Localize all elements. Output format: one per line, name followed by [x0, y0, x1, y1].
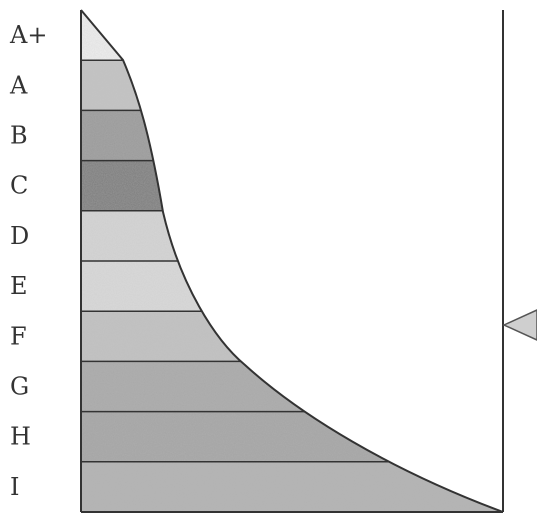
grade-label-i: I	[10, 473, 19, 501]
grade-band-c	[81, 160, 503, 212]
grade-label-g: G	[10, 373, 29, 401]
grade-label-b: B	[10, 122, 28, 150]
grade-band-e	[81, 261, 503, 312]
grade-band-b	[81, 110, 503, 162]
distribution-curve-outline	[80, 9, 504, 513]
grade-band-a	[81, 60, 503, 111]
grade-label-a-plus: A+	[9, 21, 47, 49]
grade-band-d	[81, 210, 503, 262]
grade-label-c: C	[10, 172, 28, 200]
grade-label-h: H	[10, 423, 31, 451]
grade-band-h	[81, 411, 503, 463]
grade-band-g	[81, 361, 503, 413]
rating-arrow-icon	[502, 309, 537, 341]
grade-label-f: F	[10, 322, 27, 350]
grade-band-a-plus	[81, 10, 503, 61]
grade-label-d: D	[10, 222, 29, 250]
grade-band-f	[81, 311, 503, 362]
grade-label-e: E	[10, 272, 28, 300]
grade-label-a: A	[9, 71, 28, 99]
